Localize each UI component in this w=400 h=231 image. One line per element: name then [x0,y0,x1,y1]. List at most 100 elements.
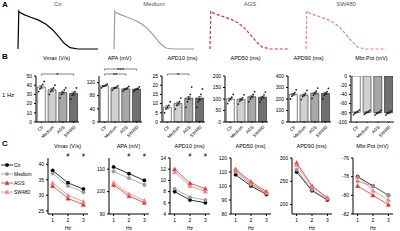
svg-text:0: 0 [344,73,347,79]
svg-text:SW480: SW480 [315,124,329,138]
svg-text:35: 35 [38,177,44,183]
svg-text:2: 2 [372,217,375,223]
svg-text:1: 1 [112,217,115,223]
svg-text:Hz: Hz [126,225,133,230]
svg-text:0: 0 [155,119,158,125]
svg-text:-60: -60 [340,100,347,106]
svg-text:20: 20 [26,100,32,106]
svg-text:Hz: Hz [309,225,316,230]
svg-text:150: 150 [213,84,222,90]
svg-text:100: 100 [213,96,222,102]
svg-text:50: 50 [26,73,32,79]
svg-text:Hz: Hz [370,225,377,230]
svg-text:200: 200 [213,73,222,79]
svg-text:-20: -20 [340,82,347,88]
svg-text:#: # [67,152,70,158]
svg-text:400: 400 [276,73,285,79]
svg-text:80: 80 [221,211,227,217]
svg-text:110: 110 [219,169,227,175]
svg-text:Hz: Hz [187,225,194,230]
svg-text:120: 120 [87,79,96,85]
svg-text:Medium: Medium [166,124,181,138]
svg-text:25: 25 [152,73,158,79]
svg-text:Hz: Hz [248,225,255,230]
svg-text:100: 100 [276,107,285,113]
svg-text:Medium: Medium [292,124,307,138]
svg-text:10: 10 [26,110,32,116]
svg-text:Hz: Hz [65,225,72,230]
svg-text:-40: -40 [340,91,347,97]
svg-text:Ctr: Ctr [163,124,171,132]
svg-text:4: 4 [163,211,166,217]
svg-text:15: 15 [152,91,158,97]
svg-text:Ctr: Ctr [352,124,360,132]
svg-text:1: 1 [173,217,176,223]
svg-text:0: 0 [29,119,32,125]
svg-text:80: 80 [89,92,95,98]
svg-text:#: # [189,152,192,158]
svg-text:250: 250 [280,178,289,184]
svg-text:Medium: Medium [355,124,370,138]
svg-text:Medium: Medium [40,124,55,138]
svg-text:3: 3 [143,217,146,223]
svg-text:1: 1 [356,217,359,223]
svg-text:14: 14 [160,155,166,161]
svg-text:3: 3 [326,217,329,223]
svg-text:50: 50 [215,107,221,113]
svg-text:*: * [56,72,59,78]
svg-text:1: 1 [295,217,298,223]
svg-text:Ctr: Ctr [37,124,45,132]
svg-text:Ctr: Ctr [226,124,234,132]
svg-text:10: 10 [152,100,158,106]
svg-text:100: 100 [97,188,106,194]
svg-text:0: 0 [281,119,284,125]
svg-text:1: 1 [51,217,54,223]
svg-text:-76: -76 [342,155,349,161]
svg-text:***: *** [117,67,125,73]
svg-text:*: * [177,72,180,78]
svg-text:#: # [143,152,146,158]
svg-text:#: # [128,152,131,158]
svg-text:0: 0 [92,119,95,125]
svg-text:30: 30 [38,192,44,198]
svg-text:2: 2 [67,217,70,223]
svg-text:Ctr: Ctr [100,124,108,132]
svg-text:2: 2 [311,217,314,223]
svg-text:-78: -78 [342,173,349,179]
svg-text:-100: -100 [337,119,347,125]
svg-text:0: 0 [218,119,221,125]
svg-text:90: 90 [221,197,227,203]
svg-text:SW480: SW480 [252,124,266,138]
svg-text:300: 300 [280,155,289,161]
svg-text:-82: -82 [342,211,349,217]
svg-text:10: 10 [160,177,166,183]
svg-text:5: 5 [155,110,158,116]
svg-text:200: 200 [276,96,285,102]
svg-text:**: ** [113,72,118,78]
svg-text:6: 6 [163,200,166,206]
svg-text:3: 3 [82,217,85,223]
svg-text:Medium: Medium [229,124,244,138]
svg-text:SW480: SW480 [126,124,140,138]
svg-text:200: 200 [280,201,289,207]
svg-text:40: 40 [38,161,44,167]
svg-text:#: # [204,152,207,158]
svg-text:2: 2 [250,217,253,223]
svg-text:#: # [82,152,85,158]
svg-text:25: 25 [38,208,44,214]
svg-text:90: 90 [99,211,105,217]
svg-text:40: 40 [26,82,32,88]
svg-text:8: 8 [163,188,166,194]
svg-text:3: 3 [265,217,268,223]
svg-text:12: 12 [160,166,166,172]
svg-text:120: 120 [219,155,228,161]
svg-text:Ctr: Ctr [289,124,297,132]
svg-text:1: 1 [234,217,237,223]
svg-text:100: 100 [219,183,228,189]
svg-text:-80: -80 [340,110,347,116]
svg-text:300: 300 [276,84,285,90]
svg-text:30: 30 [26,91,32,97]
svg-text:3: 3 [387,217,390,223]
svg-text:Medium: Medium [103,124,118,138]
svg-text:SW480: SW480 [189,124,203,138]
